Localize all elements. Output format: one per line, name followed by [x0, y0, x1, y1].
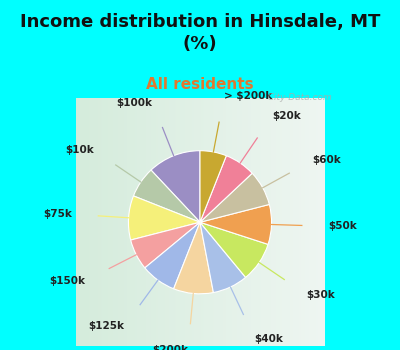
- Text: $20k: $20k: [272, 111, 301, 121]
- Text: $30k: $30k: [306, 289, 335, 300]
- Wedge shape: [174, 222, 214, 294]
- Text: $150k: $150k: [50, 276, 86, 286]
- Wedge shape: [134, 170, 200, 222]
- Text: $200k: $200k: [152, 345, 188, 350]
- Wedge shape: [200, 151, 226, 222]
- Text: $75k: $75k: [43, 209, 72, 219]
- Wedge shape: [128, 196, 200, 240]
- Text: All residents: All residents: [146, 77, 254, 92]
- Wedge shape: [200, 156, 252, 222]
- Wedge shape: [200, 222, 268, 278]
- Text: $60k: $60k: [313, 155, 342, 165]
- Text: > $200k: > $200k: [224, 91, 272, 101]
- Text: $50k: $50k: [328, 221, 357, 231]
- Text: Income distribution in Hinsdale, MT
(%): Income distribution in Hinsdale, MT (%): [20, 13, 380, 53]
- Text: City-Data.com: City-Data.com: [262, 93, 331, 102]
- Wedge shape: [131, 222, 200, 268]
- Wedge shape: [145, 222, 200, 289]
- Text: $125k: $125k: [88, 321, 124, 331]
- Text: $10k: $10k: [65, 145, 94, 155]
- Wedge shape: [151, 151, 200, 222]
- Wedge shape: [200, 204, 272, 244]
- Wedge shape: [200, 222, 246, 293]
- Text: $40k: $40k: [255, 334, 284, 344]
- Wedge shape: [200, 173, 269, 222]
- Text: $100k: $100k: [117, 98, 153, 108]
